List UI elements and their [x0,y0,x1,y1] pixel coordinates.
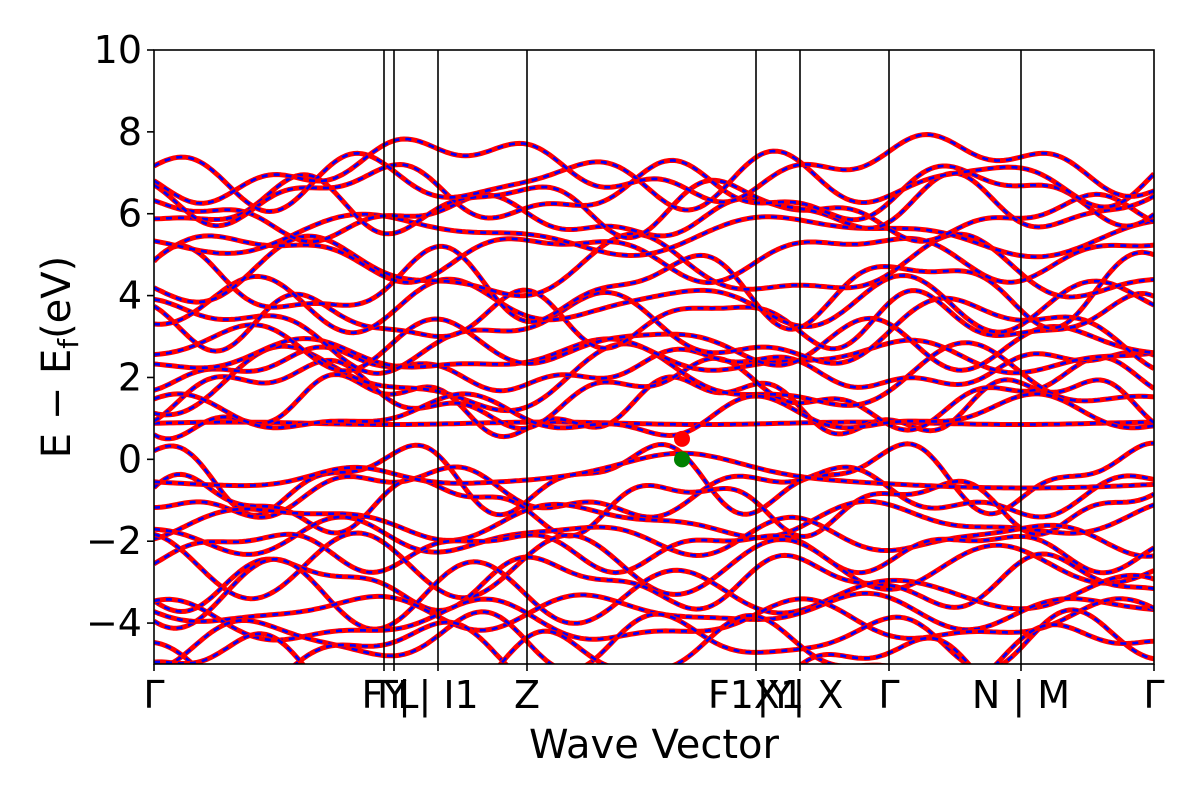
y-axis-title: E − Ef(eV) [34,256,85,459]
band-line-dashed-28 [154,558,1154,631]
cbm-marker [674,430,690,447]
band-line-dashed-25 [154,532,1154,575]
x-axis-ticks: Γ FYΓ|L| I1 Z F1X1|Y| X Γ N | M Γ [143,664,1165,718]
band-line-dashed-12 [154,234,1154,284]
kpoint-separators [383,50,1022,664]
x-tick-label-4: Z [514,673,540,717]
band-line-dashed-27 [154,552,1154,613]
y-tick-label-6: −2 [86,519,142,563]
band-line-dashed-0 [154,420,1154,426]
band-line-dashed-23 [154,500,1154,542]
band-line-solid-4 [154,344,1154,394]
y-tick-label-7: −4 [86,601,142,645]
y-tick-label-1: 8 [118,110,142,154]
y-tick-label-3: 4 [118,274,142,318]
x-tick-label-6: |Y| X [757,673,844,718]
y-tick-label-0: 10 [94,28,142,72]
band-line-dashed-13 [154,212,1154,259]
band-line-dashed-17 [154,149,1154,213]
x-tick-label-5: F1X1 [708,673,804,717]
band-line-dashed-8 [154,288,1154,353]
x-axis-title: Wave Vector [529,722,780,768]
band-edge-markers [674,430,690,468]
band-line-dashed-19 [154,392,1154,437]
x-tick-label-7: Γ [878,673,899,717]
band-line-dashed-21 [154,465,1154,519]
y-axis-ticks: 10 8 6 4 2 0 −2 −4 [86,28,154,645]
vbm-marker [674,451,690,468]
y-tick-label-4: 2 [118,355,142,399]
x-tick-label-8: N | M [972,673,1070,718]
band-line-dashed-24 [154,515,1154,558]
band-lines [154,132,1154,664]
band-line-dashed-34 [154,451,1154,490]
band-line-dashed-9 [154,274,1154,335]
band-line-dashed-31 [167,608,1154,664]
y-axis-title-unit: (eV) [34,256,80,339]
x-tick-label-0: Γ [143,673,164,717]
band-line-dashed-10 [154,244,1154,331]
y-axis-title-main: E − E [34,349,80,459]
band-line-solid-14 [154,191,1154,245]
band-line-dashed-2 [154,355,1154,432]
y-tick-label-2: 6 [118,192,142,236]
band-line-dashed-6 [154,317,1154,373]
y-axis-title-sub: f [52,338,85,349]
y-tick-label-5: 0 [118,437,142,481]
band-line-dashed-11 [154,232,1154,304]
plot-frame [153,49,1155,665]
band-line-solid-30 [154,596,1154,643]
band-line-solid-19 [154,391,1154,438]
band-line-solid-32 [154,613,1154,664]
x-tick-label-3: L| I1 [397,673,478,718]
band-line-dashed-1 [154,373,1154,441]
band-line-dashed-22 [154,473,1154,538]
x-tick-label-1: FY [361,673,407,717]
x-tick-label-2: Γ| [377,673,411,718]
band-line-dashed-16 [154,159,1154,228]
band-line-dashed-18 [154,133,1154,205]
x-tick-label-9: Γ [1143,673,1164,717]
